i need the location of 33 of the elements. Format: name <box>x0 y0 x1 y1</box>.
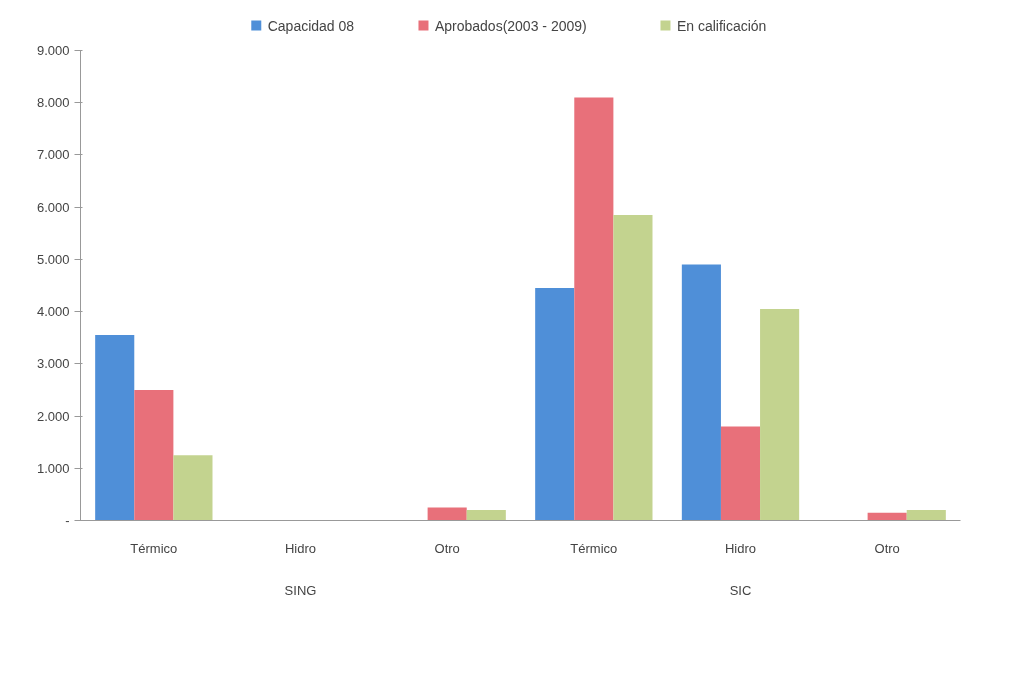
legend-label: Capacidad 08 <box>267 17 355 34</box>
legend-label: En calificación <box>676 17 767 34</box>
y-tick-label: 3.000 <box>36 356 70 372</box>
y-tick-label: 7.000 <box>36 147 70 163</box>
x-tick-label: Hidro <box>284 540 317 556</box>
bar <box>95 335 135 521</box>
bar <box>427 507 467 521</box>
y-tick-label: 8.000 <box>36 95 70 111</box>
text: SIC <box>729 582 752 598</box>
bar <box>906 510 946 521</box>
x-tick-label: Hidro <box>724 540 757 556</box>
y-tick-label: 1.000 <box>36 460 70 476</box>
x-tick-label: Térmico <box>130 540 178 556</box>
bar <box>535 288 575 521</box>
legend-label: Aprobados(2003 - 2009) <box>434 17 587 34</box>
x-tick-label: Térmico <box>570 540 618 556</box>
bar <box>681 264 721 521</box>
y-tick-label: 2.000 <box>36 408 70 424</box>
y-tick-label: 9.000 <box>36 43 70 58</box>
bar <box>720 426 761 521</box>
y-tick-label: 4.000 <box>36 304 70 320</box>
text: SING <box>284 582 317 598</box>
y-tick-label: 5.000 <box>36 251 70 267</box>
x-tick-label: Otro <box>874 540 900 556</box>
bar <box>760 309 800 521</box>
bar <box>134 389 174 521</box>
bar <box>466 510 506 521</box>
x-tick-label: Otro <box>434 540 460 556</box>
y-tick-label: - <box>65 513 70 528</box>
bar <box>173 455 213 521</box>
bar <box>613 215 653 521</box>
y-tick-label: 6.000 <box>36 199 70 215</box>
bar <box>574 97 614 521</box>
